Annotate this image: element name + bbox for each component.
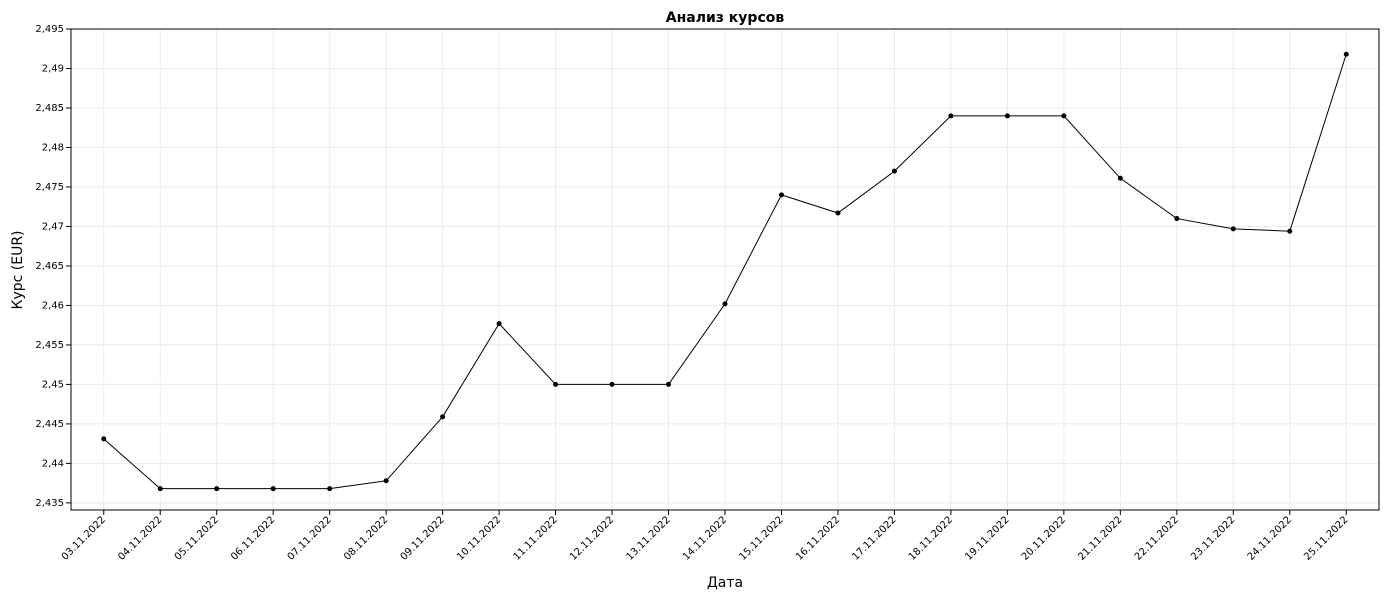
x-tick-label: 08.11.2022: [342, 514, 390, 562]
point: [1004, 113, 1010, 119]
x-tick-label: 21.11.2022: [1076, 514, 1124, 562]
y-tick-label: 2,495: [35, 24, 64, 35]
y-tick-label: 2,47: [42, 221, 64, 232]
point: [214, 486, 220, 492]
x-tick-label: 13.11.2022: [624, 514, 672, 562]
x-tick-label: 25.11.2022: [1302, 514, 1350, 562]
y-tick-label: 2,45: [42, 379, 64, 390]
point: [270, 486, 276, 492]
point: [496, 321, 502, 327]
point: [835, 210, 841, 216]
x-tick-label: 12.11.2022: [568, 514, 616, 562]
plot-frame: [70, 28, 1380, 511]
x-tick-label: 20.11.2022: [1020, 514, 1068, 562]
y-tick-label: 2,435: [35, 498, 64, 509]
point: [1174, 216, 1180, 222]
point: [327, 486, 333, 492]
y-tick-label: 2,445: [35, 419, 64, 430]
y-tick-label: 2,485: [35, 103, 64, 114]
point: [666, 381, 672, 387]
x-tick-label: 23.11.2022: [1189, 514, 1237, 562]
x-tick-label: 03.11.2022: [60, 514, 108, 562]
x-tick-label: 17.11.2022: [850, 514, 898, 562]
point: [383, 478, 389, 484]
y-tick-label: 2,46: [42, 300, 64, 311]
y-tick-label: 2,455: [35, 340, 64, 351]
point: [722, 301, 728, 307]
x-tick-label: 10.11.2022: [455, 514, 503, 562]
x-tick-label: 07.11.2022: [286, 514, 334, 562]
point: [778, 192, 784, 198]
point: [1061, 113, 1067, 119]
x-axis-label: Дата: [707, 575, 743, 591]
x-tick-label: 11.11.2022: [512, 514, 560, 562]
y-tick-label: 2,465: [35, 261, 64, 272]
point: [101, 436, 107, 442]
point: [1117, 175, 1123, 181]
x-tick-label: 14.11.2022: [681, 514, 729, 562]
point: [157, 486, 163, 492]
x-tick-label: 18.11.2022: [907, 514, 955, 562]
x-tick-label: 04.11.2022: [116, 514, 164, 562]
point: [948, 113, 954, 119]
point: [440, 414, 446, 420]
point: [1230, 226, 1236, 232]
y-axis-label: Курс (EUR): [10, 230, 26, 309]
y-tick-label: 2,44: [42, 458, 64, 469]
x-tick-label: 06.11.2022: [229, 514, 277, 562]
x-tick-label: 19.11.2022: [963, 514, 1011, 562]
point: [1343, 51, 1349, 57]
x-tick-label: 05.11.2022: [173, 514, 221, 562]
x-tick-label: 09.11.2022: [399, 514, 447, 562]
y-tick-label: 2,475: [35, 182, 64, 193]
x-tick-label: 24.11.2022: [1246, 514, 1294, 562]
point: [609, 381, 615, 387]
point: [1287, 228, 1293, 234]
y-tick-label: 2,48: [42, 142, 64, 153]
y-tick-label: 2,49: [42, 63, 64, 74]
x-tick-label: 16.11.2022: [794, 514, 842, 562]
x-tick-label: 22.11.2022: [1133, 514, 1181, 562]
x-tick-label: 15.11.2022: [737, 514, 785, 562]
point: [891, 168, 897, 174]
point: [553, 381, 559, 387]
chart-title: Анализ курсов: [666, 10, 785, 26]
